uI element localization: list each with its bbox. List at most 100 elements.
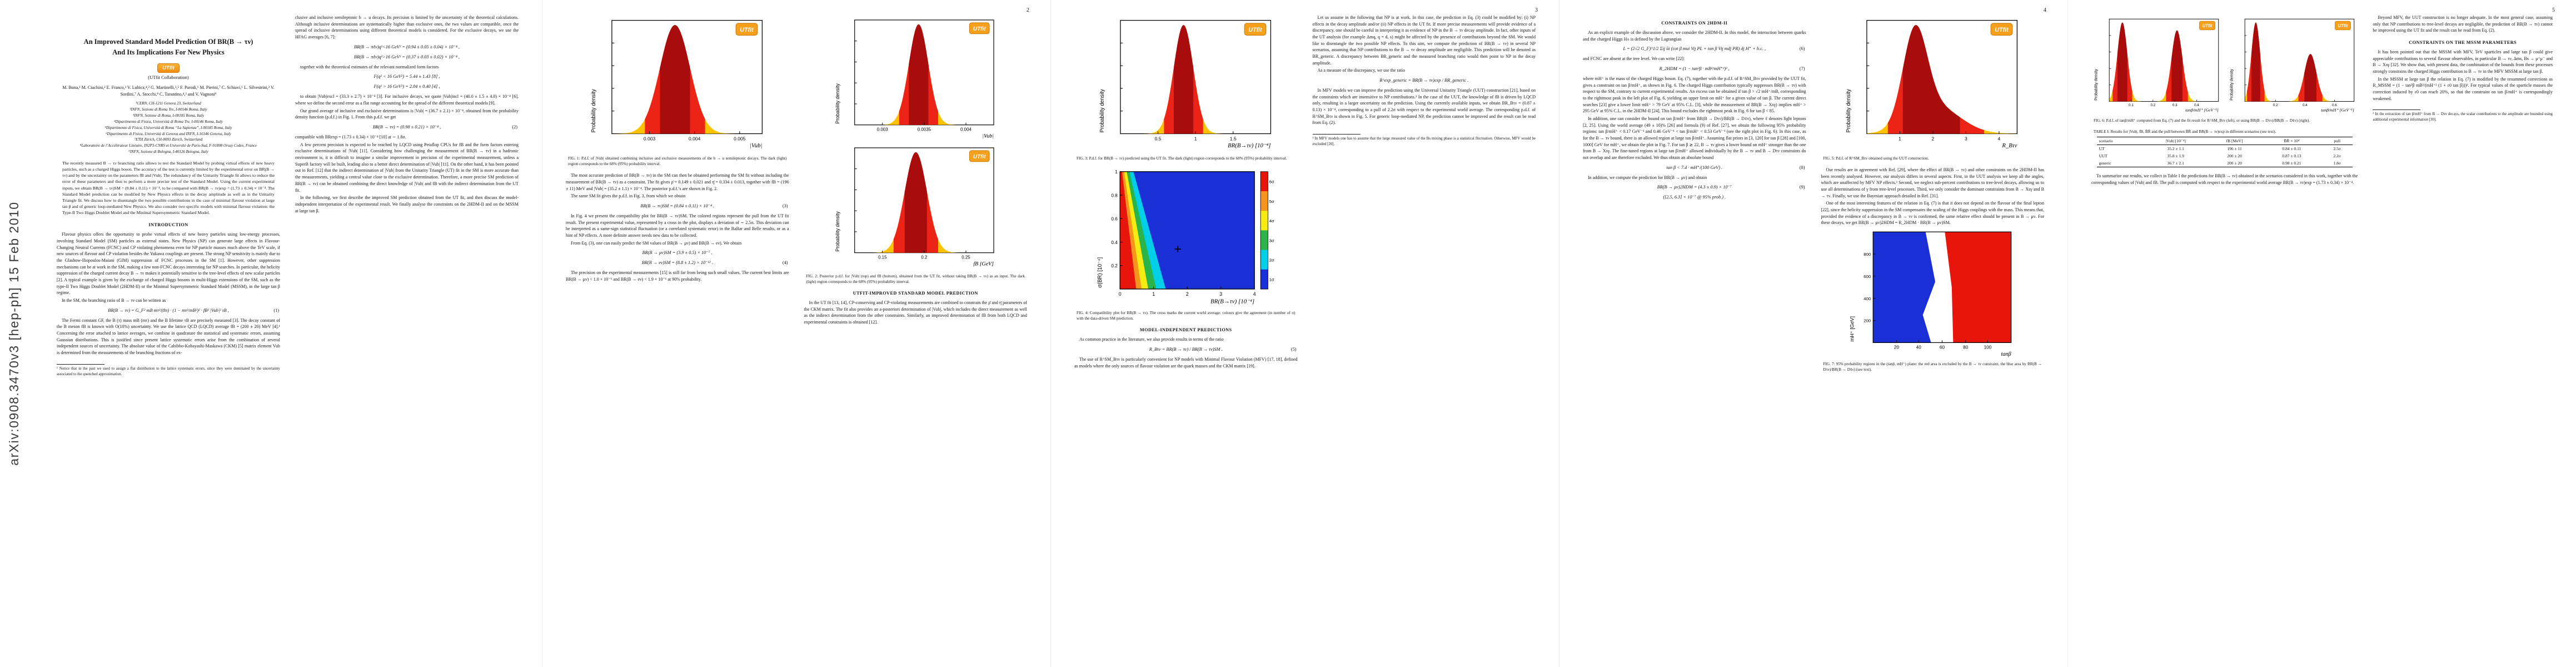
figure-1-plot: 0.003 0.004 0.005 |Vub| Probability density U… <box>591 19 763 149</box>
svg-text:fB [GeV]: fB [GeV] <box>974 261 994 267</box>
equation-8: tan β < 7.4 · mH⁺/(100 GeV) . (8) <box>1583 165 1806 171</box>
body-paragraph: As common practice in the literature, we… <box>1079 337 1224 342</box>
equation-number: (1) <box>273 307 279 313</box>
affiliation: ⁴Dipartimento di Fisica, Università di R… <box>114 119 223 124</box>
affiliation: ¹CERN, CH-1211 Geneva 23, Switzerland <box>136 101 201 106</box>
body-paragraph: It has been pointed out that the MSSM wi… <box>2373 49 2553 74</box>
body-paragraph: Let us assume in the following that NP i… <box>1312 15 1536 66</box>
figure-3-plot: 0.5 1 1.5BR(B→τν) [10⁻⁴] Probability densit… <box>1099 19 1271 149</box>
svg-text:0.003: 0.003 <box>877 127 888 132</box>
table-cell: 1.8σ <box>2321 160 2353 168</box>
page-3-left-column: 0.5 1 1.5 BR(B→τν) [10⁻⁴] Probability densit… <box>1074 14 1298 370</box>
svg-text:0.4: 0.4 <box>2194 103 2199 107</box>
svg-text:4: 4 <box>1998 136 2001 141</box>
page-number: 4 <box>2044 7 2046 13</box>
svg-text:100: 100 <box>1984 345 1992 350</box>
equation-body: ([2.5, 6.3] × 10⁻⁷ @ 95% prob.) . <box>1663 195 1726 200</box>
page-5-left-column: 0.1 0.2 0.3 0.4 tanβ/mH⁺ [GeV⁻¹] Probability … <box>2091 14 2358 187</box>
svg-text:0.2: 0.2 <box>2150 103 2155 107</box>
svg-text:5σ: 5σ <box>1269 199 1274 204</box>
equation-number: (6) <box>1799 46 1805 52</box>
svg-text:60: 60 <box>1940 345 1945 350</box>
equation-body: L = (2√2 G_F)^1/2 Σij ūi (cot β mui Vij … <box>1623 46 1766 52</box>
svg-text:4σ: 4σ <box>1269 218 1274 223</box>
table-header: scenario <box>2096 137 2144 146</box>
equation-6: L = (2√2 G_F)^1/2 Σij ūi (cot β mui Vij … <box>1583 46 1806 52</box>
body-paragraph: Flavour physics offers the opportunity t… <box>57 232 280 296</box>
svg-text:1.5: 1.5 <box>1230 136 1237 141</box>
body-paragraph: As an explicit example of the discussion… <box>1583 30 1806 42</box>
equation-number: (4) <box>782 260 788 266</box>
utfit-logo: UTfit <box>157 63 180 73</box>
table-cell: UUT <box>2099 153 2108 159</box>
page-4-left-column: CONSTRAINTS ON 2HDM-II As an explicit ex… <box>1583 14 1806 378</box>
svg-text:0.003: 0.003 <box>644 136 656 141</box>
equation-body: F(q² < 16 GeV²) = 5.44 ± 1.43 [8] , <box>373 74 440 79</box>
body-paragraph: As a measure of the discrepancy, we use … <box>1317 68 1406 73</box>
body-paragraph: clusive and inclusive semileptonic b → u… <box>295 15 519 40</box>
figure-2-top-plot: 0.003 0.0035 0.004 |Vub| Probability density… <box>835 19 994 140</box>
equation-number: (2) <box>512 125 517 130</box>
svg-text:0.004: 0.004 <box>960 127 971 132</box>
svg-text:UTfit: UTfit <box>1995 27 2009 33</box>
page-2-left-column: 0.003 0.004 0.005 |Vub| Probability density U… <box>566 14 789 327</box>
equation-5: R_Bτν = BR(B → τν) / BR(B → τν)SM . (5) <box>1074 346 1298 353</box>
table-cell: 200 ± 20 <box>2207 160 2262 168</box>
equation: F(q² > 16 GeV²) = 2.04 ± 0.40 [4] , <box>295 83 519 90</box>
svg-text:0.004: 0.004 <box>689 136 701 141</box>
svg-text:UTfit: UTfit <box>740 27 754 33</box>
affiliation: ³INFN, Sezione di Roma, I-00185 Roma, It… <box>132 113 205 118</box>
equation-number: (5) <box>1291 347 1297 352</box>
svg-text:2: 2 <box>1186 291 1189 297</box>
figure-6-caption: FIG. 6: P.d.f. of tanβ/mH⁺ computed from… <box>2094 118 2310 123</box>
svg-text:mH⁺ [GeV]: mH⁺ [GeV] <box>1850 316 1855 341</box>
table-cell: 36.7 ± 2.1 <box>2144 160 2208 168</box>
affiliation: ⁷ETH Zürich, CH-8093 Zürich, Switzerland <box>134 137 203 142</box>
table-header-row: scenario |Vub| [10⁻⁴] fB [MeV] B̄R̄ × 10… <box>2096 137 2353 146</box>
body-paragraph: together with the theoretical estimates … <box>300 64 439 69</box>
table-cell: 2.2σ <box>2333 153 2341 159</box>
equation-body: BR(B → μν)2HDM = (4.3 ± 0.9) × 10⁻⁷ <box>1657 185 1732 190</box>
paper-title-line-1: An Improved Standard Model Prediction Of… <box>83 38 253 46</box>
body-paragraph: In the SM, the branching ratio of B → τν… <box>62 298 166 303</box>
page-4-right-column: 1 2 3 4 R_Bτν Probability density UTfit FIG. 5… <box>1821 14 2045 378</box>
footnote-rule <box>2373 109 2421 111</box>
svg-text:0.3: 0.3 <box>2173 103 2178 107</box>
svg-text:0.005: 0.005 <box>734 136 746 141</box>
svg-text:2: 2 <box>1932 136 1935 141</box>
table-cell: 35.2 ± 1.1 <box>2167 146 2184 152</box>
equation-body: BR(B → μν)SM = (3.9 ± 0.5) × 10⁻⁷ , <box>642 250 712 256</box>
svg-text:BR(B→τν) [10⁻⁴]: BR(B→τν) [10⁻⁴] <box>1210 298 1254 305</box>
svg-text:20: 20 <box>1894 345 1900 350</box>
footnote-1: ¹ Notice that in the past we used to ass… <box>57 366 280 376</box>
affiliation: ⁸Laboratoire de l’Accélérateur Linéaire,… <box>79 143 257 148</box>
svg-text:R_Bτν: R_Bτν <box>2002 142 2017 149</box>
svg-text:UTfit: UTfit <box>973 154 986 160</box>
svg-text:3: 3 <box>1965 136 1967 141</box>
figure-5-caption: FIG. 5: P.d.f. of R^SM_Bτν obtained usin… <box>1823 156 1929 161</box>
equation: BR(B → πℓν)q²>16 GeV² = (0.37 ± 0.03 ± 0… <box>295 54 519 61</box>
author-list: M. Bona,¹ M. Ciuchini,² E. Franco,³ V. L… <box>62 84 275 97</box>
body-paragraph: In the UT fit [13, 14], CP-conserving an… <box>804 300 1028 325</box>
table-header: B̄R̄ × 10⁴ <box>2261 137 2322 146</box>
figure-7-caption: FIG. 7: 95% probability regions in the (… <box>1823 362 2042 372</box>
body-paragraph: One of the most interesting features of … <box>1821 201 2045 226</box>
figure-7-exclusion-plot: 20 40 60 80 100 200 400 600 800 tanβ mH⁺ [GeV] <box>1850 231 2012 357</box>
svg-text:0.6: 0.6 <box>1111 217 1118 222</box>
body-paragraph: The precision on the experimental measur… <box>566 270 789 282</box>
figure-5: 1 2 3 4 R_Bτν Probability density UTfit FIG. 5… <box>1821 16 2045 161</box>
affiliation: ⁹INFN, Sezione di Bologna, I-40126 Bolog… <box>128 150 208 155</box>
page-2: 2 0.003 0.004 0.005 |Vub| Probability densit… <box>542 0 1050 667</box>
svg-text:0.4: 0.4 <box>1111 240 1118 245</box>
table-cell: 200 ± 20 <box>2227 153 2242 159</box>
section-heading-introduction: INTRODUCTION <box>148 222 188 228</box>
section-heading-model-independent: MODEL-INDEPENDENT PREDICTIONS <box>1139 327 1232 333</box>
equation-1: BR(B → τν) = G_F² mB mτ²/(8π) · (1 − mτ²… <box>57 307 280 314</box>
equation-3: BR(B → τν)SM = (0.84 ± 0.11) × 10⁻⁴ . (3… <box>566 203 789 210</box>
figure-3-caption: FIG. 3: P.d.f. for BR(B → τν) predicted … <box>1077 156 1287 161</box>
equation-body: R_2HDM = (1 − tan²β · mB²/mH⁺²)² , <box>1659 66 1730 72</box>
svg-text:400: 400 <box>1864 296 1871 301</box>
page-3: 3 0.5 1 1.5 BR(B→τν) [10⁻⁴] Probability dens… <box>1050 0 1559 667</box>
svg-text:1: 1 <box>1194 136 1197 141</box>
